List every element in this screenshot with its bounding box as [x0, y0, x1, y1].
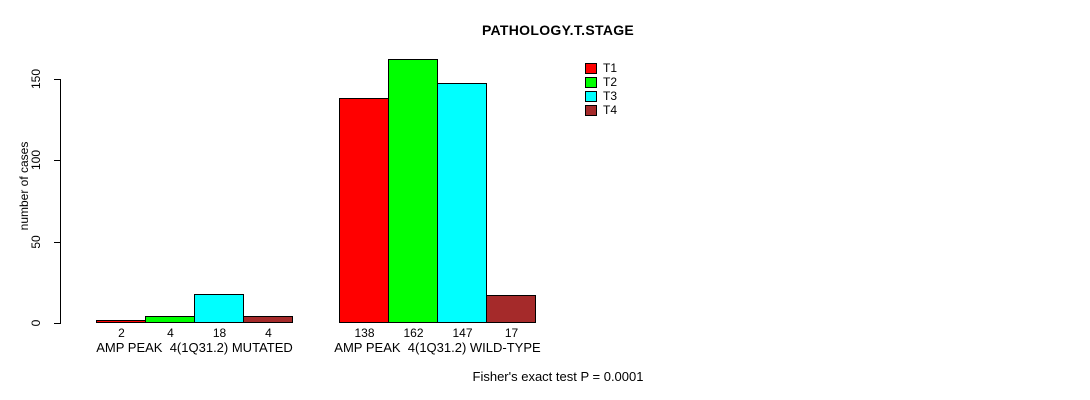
- bar-t1-group2: [339, 98, 389, 323]
- bar-t2-group1: [145, 316, 195, 323]
- legend-swatch-t1: [585, 62, 597, 74]
- y-tick-label: 150: [29, 68, 43, 90]
- y-tick-mark: [54, 242, 60, 243]
- legend-label: T2: [603, 75, 618, 89]
- y-axis-line: [60, 79, 61, 324]
- bar-value-label: 138: [354, 326, 375, 340]
- legend: T1 T2 T3 T4: [585, 61, 617, 117]
- bar-value-label: 4: [265, 326, 272, 340]
- legend-label: T4: [603, 103, 618, 117]
- bar-value-label: 147: [452, 326, 473, 340]
- bar-value-label: 162: [403, 326, 424, 340]
- bar-t4-group2: [486, 295, 536, 323]
- legend-label: T1: [603, 61, 618, 75]
- legend-label: T3: [603, 89, 618, 103]
- bar-value-label: 2: [118, 326, 125, 340]
- legend-item-t1: T1: [585, 61, 617, 75]
- legend-item-t2: T2: [585, 75, 617, 89]
- y-tick-label: 100: [29, 149, 43, 171]
- bar-t2-group2: [388, 59, 438, 323]
- y-tick-label: 50: [29, 235, 43, 249]
- y-tick-mark: [54, 323, 60, 324]
- bar-value-label: 18: [212, 326, 227, 340]
- y-tick-mark: [54, 79, 60, 80]
- legend-swatch-t4: [585, 104, 597, 116]
- bar-t1-group1: [96, 320, 146, 323]
- legend-item-t3: T3: [585, 89, 617, 103]
- bar-value-label: 4: [167, 326, 174, 340]
- group-label-2: AMP PEAK 4(1Q31.2) WILD-TYPE: [334, 340, 541, 355]
- bar-t3-group1: [194, 294, 244, 323]
- bar-t3-group2: [437, 83, 487, 323]
- group-label-1: AMP PEAK 4(1Q31.2) MUTATED: [96, 340, 293, 355]
- legend-item-t4: T4: [585, 103, 617, 117]
- legend-swatch-t2: [585, 76, 597, 88]
- legend-swatch-t3: [585, 90, 597, 102]
- bar-value-label: 17: [504, 326, 519, 340]
- y-tick-label: 0: [29, 319, 43, 327]
- bar-t4-group1: [243, 316, 293, 323]
- fisher-test-footnote: Fisher's exact test P = 0.0001: [472, 369, 644, 384]
- chart-title: PATHOLOGY.T.STAGE: [481, 22, 635, 38]
- y-tick-mark: [54, 160, 60, 161]
